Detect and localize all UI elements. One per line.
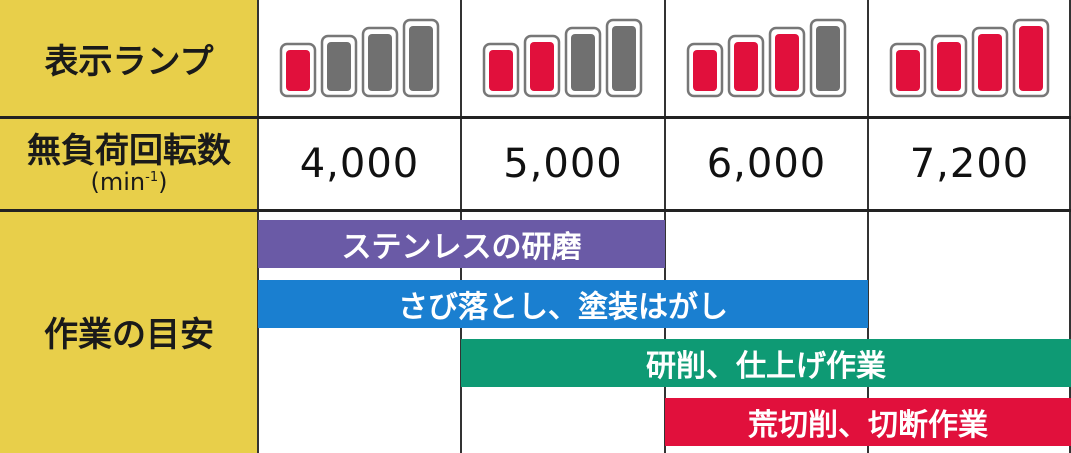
rpm-value: 5,000 xyxy=(503,140,623,187)
lamp-segment-2 xyxy=(727,34,764,98)
lamp-indicator xyxy=(258,0,461,116)
rpm-row-header: 無負荷回転数 (min-1) xyxy=(0,117,258,210)
rpm-unit: (min-1) xyxy=(90,168,168,197)
lamp-segment-3 xyxy=(768,26,805,98)
lamp-indicator xyxy=(665,0,868,116)
lamp-segment-4 xyxy=(1012,18,1049,98)
lamp-segment-1 xyxy=(482,42,520,98)
lamp-segment-1 xyxy=(686,42,723,98)
lamp-segment-2 xyxy=(523,34,561,98)
column-divider xyxy=(664,0,666,453)
task-bar: 研削、仕上げ作業 xyxy=(461,339,1071,387)
lamp-row-header: 表示ランプ xyxy=(0,0,258,117)
lamp-segment-1 xyxy=(889,42,926,98)
lamp-segment-2 xyxy=(930,34,967,98)
lamp-segment-1 xyxy=(279,42,316,98)
task-bar: ステンレスの研磨 xyxy=(258,220,665,268)
column-divider xyxy=(1069,0,1071,453)
task-bar: 荒切削、切断作業 xyxy=(665,398,1071,446)
task-bar: さび落とし、塗装はがし xyxy=(258,280,868,328)
lamp-segment-4 xyxy=(605,18,643,98)
rpm-value: 7,200 xyxy=(909,140,1030,187)
lamp-segment-3 xyxy=(361,26,398,98)
lamp-segment-3 xyxy=(971,26,1008,98)
rpm-value: 6,000 xyxy=(706,140,827,187)
lamp-segment-4 xyxy=(809,18,846,98)
rpm-label: 無負荷回転数 xyxy=(27,130,231,171)
column-divider xyxy=(867,0,869,453)
lamp-segment-2 xyxy=(320,34,357,98)
work-row-header: 作業の目安 xyxy=(0,210,258,453)
lamp-indicator xyxy=(868,0,1071,116)
rpm-value: 4,000 xyxy=(299,140,420,187)
work-label: 作業の目安 xyxy=(44,315,214,355)
lamp-label: 表示ランプ xyxy=(44,42,214,82)
lamp-indicator xyxy=(461,0,665,116)
lamp-segment-4 xyxy=(402,18,439,98)
lamp-segment-3 xyxy=(564,26,602,98)
